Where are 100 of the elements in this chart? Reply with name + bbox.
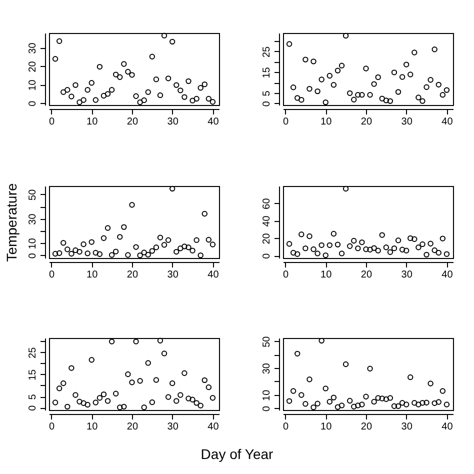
point (174, 398, 180, 404)
point (206, 96, 212, 102)
point (202, 210, 208, 217)
point (125, 252, 131, 258)
point (157, 92, 164, 98)
point (178, 392, 184, 398)
point (157, 234, 164, 240)
point (346, 398, 353, 404)
point (290, 84, 296, 90)
point (404, 402, 410, 408)
y-axis-title: Temperature (4, 182, 20, 262)
point (170, 186, 176, 192)
point (60, 240, 66, 246)
point (342, 32, 349, 39)
x-tick-label: 0 (282, 270, 289, 280)
point (375, 248, 381, 254)
y-tick-label: 40 (262, 215, 272, 227)
point (145, 89, 151, 95)
point (100, 391, 107, 398)
point (198, 252, 204, 258)
point (52, 56, 58, 62)
point (194, 237, 200, 243)
point (165, 76, 172, 82)
x-tick-label: 10 (86, 422, 98, 432)
point (294, 95, 300, 101)
x-axis-title: Day of Year (200, 446, 274, 462)
point (88, 357, 94, 363)
point (420, 98, 426, 104)
point (182, 244, 188, 250)
point (387, 395, 394, 401)
point (133, 244, 139, 250)
point (137, 252, 143, 258)
point (310, 404, 316, 410)
point (290, 388, 296, 394)
x-tick-label: 20 (126, 422, 138, 432)
point (202, 377, 208, 384)
point (444, 402, 450, 408)
point (76, 248, 82, 255)
point (367, 246, 373, 252)
point (440, 92, 446, 98)
y-tick-label: 5 (28, 394, 38, 400)
point (286, 41, 292, 47)
point (104, 398, 111, 404)
x-tick-label: 30 (401, 270, 413, 280)
point (408, 235, 414, 242)
point (391, 70, 398, 76)
x-tick-label: 30 (167, 270, 179, 280)
point (104, 225, 111, 231)
point (302, 245, 308, 252)
point (326, 242, 332, 248)
point (330, 230, 337, 237)
point (359, 239, 365, 246)
point (387, 249, 394, 255)
point (424, 252, 430, 258)
point (137, 378, 143, 384)
point (68, 250, 74, 257)
point (161, 350, 168, 356)
point (182, 94, 188, 100)
point (157, 338, 164, 344)
point (416, 244, 422, 250)
point (133, 93, 139, 99)
y-tick-label: 0 (262, 252, 272, 259)
y-tick-label: 15 (262, 66, 272, 78)
point (96, 64, 103, 70)
point (290, 250, 296, 256)
point (286, 241, 292, 247)
point (383, 98, 390, 104)
x-tick-label: 0 (282, 422, 289, 432)
y-tick-label: 30 (28, 42, 38, 54)
point (202, 81, 208, 88)
point (198, 402, 204, 408)
x-tick-label: 30 (167, 422, 179, 432)
point (399, 246, 406, 252)
y-tick-label: 20 (28, 60, 38, 72)
point (84, 250, 90, 256)
x-tick-label: 20 (360, 270, 372, 280)
point (367, 92, 373, 98)
point (440, 236, 446, 242)
point (432, 400, 438, 406)
x-tick-label: 20 (126, 116, 138, 128)
point (294, 350, 300, 356)
point (108, 338, 115, 344)
point (322, 386, 328, 392)
point (322, 99, 328, 106)
point (210, 242, 216, 248)
point (416, 402, 422, 408)
point (420, 400, 426, 406)
point (420, 241, 426, 248)
point (88, 80, 94, 86)
point (108, 252, 115, 258)
point (108, 87, 115, 93)
point (64, 87, 70, 93)
point (428, 77, 434, 83)
point (190, 98, 196, 104)
point (129, 202, 135, 208)
point (153, 244, 160, 250)
point (355, 245, 361, 252)
point (112, 248, 119, 254)
point (80, 241, 86, 248)
point (318, 76, 324, 82)
